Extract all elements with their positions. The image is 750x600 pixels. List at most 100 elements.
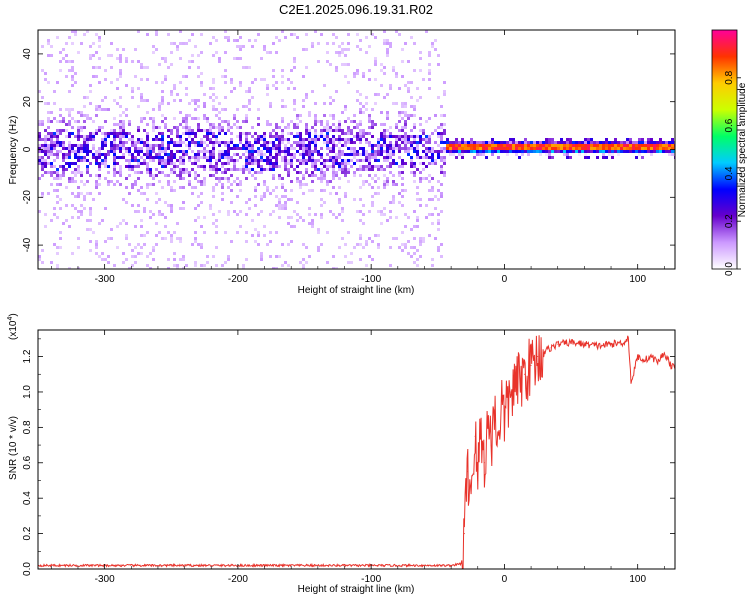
spectrogram-cell xyxy=(170,93,173,96)
spectrogram-cell xyxy=(113,159,116,162)
spectrogram-cell xyxy=(404,126,407,129)
spectrogram-cell xyxy=(71,192,74,195)
spectrogram-cell xyxy=(266,147,269,150)
spectrogram-cell xyxy=(122,123,125,126)
spectrogram-cell xyxy=(332,123,335,126)
spectrogram-cell xyxy=(230,201,233,204)
spectrogram-cell xyxy=(173,99,176,102)
spectrogram-cell xyxy=(200,225,203,228)
spectrogram-cell xyxy=(305,132,308,135)
spectrogram-cell xyxy=(407,138,410,141)
spectrogram-cell xyxy=(56,135,59,138)
spectrogram-cell xyxy=(416,153,419,156)
spectrogram-cell xyxy=(350,120,353,123)
spectrogram-cell xyxy=(137,204,140,207)
spectrogram-cell xyxy=(320,153,323,156)
spectrogram-cell xyxy=(218,126,221,129)
spectrogram-cell xyxy=(317,135,320,138)
spectrogram-cell xyxy=(356,153,359,156)
spectrogram-cell xyxy=(356,150,359,153)
spectrogram-cell xyxy=(644,150,647,153)
spectrogram-cell xyxy=(113,129,116,132)
spectrogram-cell xyxy=(311,126,314,129)
spectrogram-cell xyxy=(521,141,524,144)
snr-series-points xyxy=(38,336,675,566)
spectrogram-cell xyxy=(167,102,170,105)
spectrogram-cell xyxy=(329,138,332,141)
spectrogram-cell xyxy=(170,51,173,54)
spectrogram-cell xyxy=(239,135,242,138)
spectrogram-cell xyxy=(302,150,305,153)
spectrogram-cell xyxy=(38,156,41,159)
spectrogram-cell xyxy=(119,144,122,147)
spectrogram-cell xyxy=(50,141,53,144)
spectrogram-cell xyxy=(272,162,275,165)
spectrogram-cell xyxy=(281,129,284,132)
spectrogram-cell xyxy=(551,144,554,147)
spectrogram-cell xyxy=(374,144,377,147)
spectrogram-cell xyxy=(512,150,515,153)
spectrogram-cell xyxy=(128,243,131,246)
spectrogram-cell xyxy=(362,129,365,132)
spectrogram-cell xyxy=(83,159,86,162)
spectrogram-cell xyxy=(188,126,191,129)
spectrogram-cell xyxy=(470,150,473,153)
spectrogram-cell xyxy=(77,246,80,249)
spectrogram-cell xyxy=(632,144,635,147)
spectrogram-cell xyxy=(86,96,89,99)
spectrogram-cell xyxy=(56,183,59,186)
spectrogram-cell xyxy=(86,192,89,195)
spectrogram-cell xyxy=(185,42,188,45)
spectrogram-cell xyxy=(269,192,272,195)
spectrogram-cell xyxy=(218,102,221,105)
spectrogram-cell xyxy=(311,222,314,225)
spectrogram-cell xyxy=(632,141,635,144)
spectrogram-cell xyxy=(92,135,95,138)
spectrogram-cell xyxy=(158,147,161,150)
spectrogram-cell xyxy=(77,156,80,159)
spectrogram-cell xyxy=(164,78,167,81)
spectrogram-cell xyxy=(455,144,458,147)
spectrogram-cell xyxy=(509,147,512,150)
spectrogram-cell xyxy=(188,147,191,150)
spectrogram-cell xyxy=(209,87,212,90)
spectrogram-cell xyxy=(443,156,446,159)
spectrogram-cell xyxy=(380,168,383,171)
spectrogram-cell xyxy=(155,201,158,204)
spectrogram-cell xyxy=(416,141,419,144)
spectrogram-cell xyxy=(419,96,422,99)
spectrogram-cell xyxy=(302,219,305,222)
spectrogram-cell xyxy=(200,129,203,132)
spectrogram-cell xyxy=(422,129,425,132)
spectrogram-cell xyxy=(401,183,404,186)
spectrogram-cell xyxy=(329,96,332,99)
spectrogram-cell xyxy=(293,57,296,60)
spectrogram-cell xyxy=(314,123,317,126)
snr-data-point xyxy=(503,418,505,420)
spectrogram-cell xyxy=(308,222,311,225)
spectrogram-cell xyxy=(338,135,341,138)
snr-data-point xyxy=(657,361,659,363)
spectrogram-cell xyxy=(617,153,620,156)
spectrogram-cell xyxy=(218,141,221,144)
spectrogram-cell xyxy=(284,165,287,168)
spectrogram-cell xyxy=(59,177,62,180)
spectrogram-cell xyxy=(368,117,371,120)
spectrogram-cell xyxy=(59,114,62,117)
spectrogram-cell xyxy=(641,141,644,144)
spectrogram-cell xyxy=(251,159,254,162)
spectrogram-cell xyxy=(194,231,197,234)
spectrogram-cell xyxy=(224,261,227,264)
spectrogram-cell xyxy=(299,171,302,174)
spectrogram-cell xyxy=(359,48,362,51)
spectrogram-cell xyxy=(161,237,164,240)
spectrogram-cell xyxy=(92,66,95,69)
spectrogram-cell xyxy=(92,54,95,57)
spectrogram-cell xyxy=(350,153,353,156)
spectrogram-cell xyxy=(179,171,182,174)
spectrogram-cell xyxy=(557,150,560,153)
spectrogram-cell xyxy=(110,141,113,144)
spectrogram-cell xyxy=(116,57,119,60)
spectrogram-cell xyxy=(140,96,143,99)
spectrogram-cell xyxy=(326,180,329,183)
